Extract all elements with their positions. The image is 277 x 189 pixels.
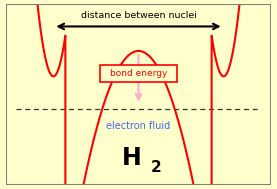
Text: 2: 2 <box>150 160 161 175</box>
Text: bond energy: bond energy <box>110 69 167 78</box>
Text: H: H <box>122 146 142 170</box>
Text: distance between nuclei: distance between nuclei <box>81 11 196 20</box>
FancyBboxPatch shape <box>100 65 177 82</box>
Text: electron fluid: electron fluid <box>106 121 171 131</box>
